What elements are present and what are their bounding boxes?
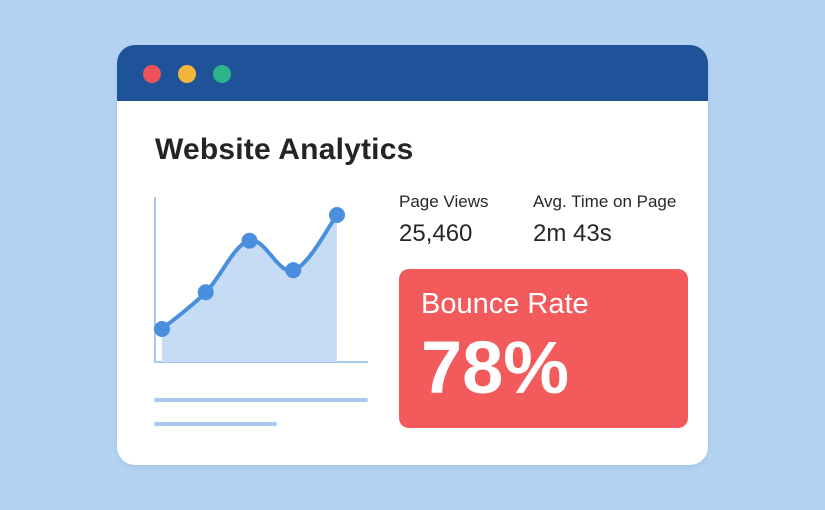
close-window-button[interactable] [143,65,161,83]
page-title: Website Analytics [155,133,414,166]
avg-time-value: 2m 43s [533,220,612,247]
browser-window: Website Analytics Page Views 25,460 Avg.… [117,45,708,465]
chart-data-point [241,232,258,249]
avg-time-label: Avg. Time on Page [533,192,677,211]
chart-area-fill [162,215,337,362]
bounce-rate-label: Bounce Rate [421,288,589,320]
trend-chart [154,197,368,363]
page-views-label: Page Views [399,192,489,211]
bounce-rate-value: 78% [421,326,570,409]
bounce-rate-card: Bounce Rate 78% [399,269,688,428]
placeholder-text-line [154,422,277,426]
chart-data-point [285,262,302,279]
window-titlebar [117,45,708,101]
chart-data-point [329,207,345,223]
page-views-value: 25,460 [399,220,473,247]
chart-data-point [154,321,170,337]
placeholder-text-line [154,398,368,402]
minimize-window-button[interactable] [178,65,196,83]
chart-data-point [197,284,214,301]
chart-marks [154,207,345,362]
maximize-window-button[interactable] [213,65,231,83]
